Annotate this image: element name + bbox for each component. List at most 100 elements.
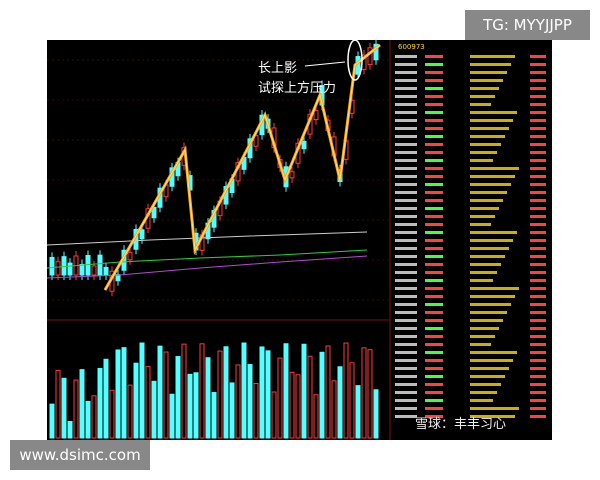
panel-row	[530, 247, 546, 250]
volume-bar	[373, 389, 379, 439]
candle-body	[151, 206, 157, 219]
panel-row	[530, 79, 546, 82]
volume-bar	[343, 342, 349, 439]
trend-line	[104, 44, 381, 291]
panel-row	[425, 79, 443, 82]
panel-row	[530, 287, 546, 290]
panel-row	[395, 191, 417, 194]
volume-bar	[259, 346, 265, 439]
panel-row	[530, 415, 546, 418]
volume-bar	[349, 362, 355, 439]
candle-body	[301, 140, 307, 150]
quote-panel	[395, 55, 546, 418]
panel-row	[530, 151, 546, 154]
volume-bar	[115, 349, 121, 439]
volume-bar	[79, 369, 85, 439]
panel-row	[470, 415, 515, 418]
panel-row	[395, 295, 417, 298]
volume-bar	[61, 377, 67, 439]
panel-row	[425, 247, 443, 250]
panel-row	[395, 391, 417, 394]
panel-row	[470, 95, 495, 98]
volume-bar	[367, 349, 373, 439]
panel-row	[425, 287, 443, 290]
panel-row	[425, 119, 443, 122]
panel-row	[425, 295, 443, 298]
panel-row	[395, 111, 417, 114]
candle-body	[103, 266, 109, 276]
panel-row	[425, 159, 443, 162]
volume-bar	[109, 389, 115, 439]
volume-bar	[163, 351, 169, 439]
annotation-text: 长上影	[258, 61, 297, 76]
candle-body	[253, 135, 259, 147]
panel-row	[395, 399, 417, 402]
panel-row	[530, 407, 546, 410]
annotation-text: 试探上方压力	[258, 80, 336, 96]
panel-row	[470, 143, 501, 146]
panel-row	[530, 87, 546, 90]
panel-row	[530, 223, 546, 226]
volume-bar	[205, 357, 211, 439]
panel-row	[395, 343, 417, 346]
panel-row	[395, 247, 417, 250]
panel-row	[470, 175, 515, 178]
panel-row	[470, 119, 513, 122]
panel-row	[530, 351, 546, 354]
panel-row	[530, 327, 546, 330]
volume-bar	[55, 369, 61, 439]
volume-bar	[49, 403, 55, 439]
panel-row	[395, 279, 417, 282]
volume-bar	[313, 394, 319, 439]
volume-bar	[355, 385, 361, 439]
panel-row	[530, 255, 546, 258]
volume-bar	[103, 358, 109, 439]
candle-body	[289, 171, 295, 179]
panel-row	[425, 55, 443, 58]
panel-row	[395, 175, 417, 178]
panel-row	[395, 327, 417, 330]
panel-row	[530, 367, 546, 370]
panel-row	[395, 335, 417, 338]
volume-bar	[127, 384, 133, 439]
panel-row	[470, 191, 507, 194]
volume-bar	[187, 373, 193, 439]
panel-row	[470, 215, 495, 218]
panel-row	[530, 71, 546, 74]
panel-row	[395, 71, 417, 74]
panel-row	[470, 111, 517, 114]
panel-row	[395, 351, 417, 354]
volume-bar	[283, 343, 289, 439]
panel-row	[470, 287, 519, 290]
panel-row	[470, 167, 519, 170]
panel-row	[395, 207, 417, 210]
volume-bar	[151, 380, 157, 439]
panel-row	[530, 191, 546, 194]
panel-row	[425, 263, 443, 266]
panel-row	[395, 215, 417, 218]
panel-row	[425, 111, 443, 114]
panel-row	[425, 335, 443, 338]
panel-row	[395, 415, 417, 418]
panel-row	[425, 415, 443, 418]
panel-row	[530, 399, 546, 402]
panel-row	[530, 279, 546, 282]
panel-row	[425, 127, 443, 130]
volume-bar	[175, 356, 181, 439]
panel-row	[425, 231, 443, 234]
volume-bar	[97, 367, 103, 439]
volume-bar	[217, 350, 223, 439]
panel-row	[470, 71, 507, 74]
volume-bar	[133, 362, 139, 439]
volume-bars	[49, 342, 379, 439]
panel-row	[530, 311, 546, 314]
volume-bar	[361, 347, 367, 439]
volume-bar	[199, 343, 205, 439]
panel-row	[425, 143, 443, 146]
volume-bar	[253, 382, 259, 439]
panel-row	[530, 199, 546, 202]
volume-bar	[325, 345, 331, 439]
panel-row	[395, 271, 417, 274]
panel-row	[425, 167, 443, 170]
panel-row	[470, 63, 511, 66]
